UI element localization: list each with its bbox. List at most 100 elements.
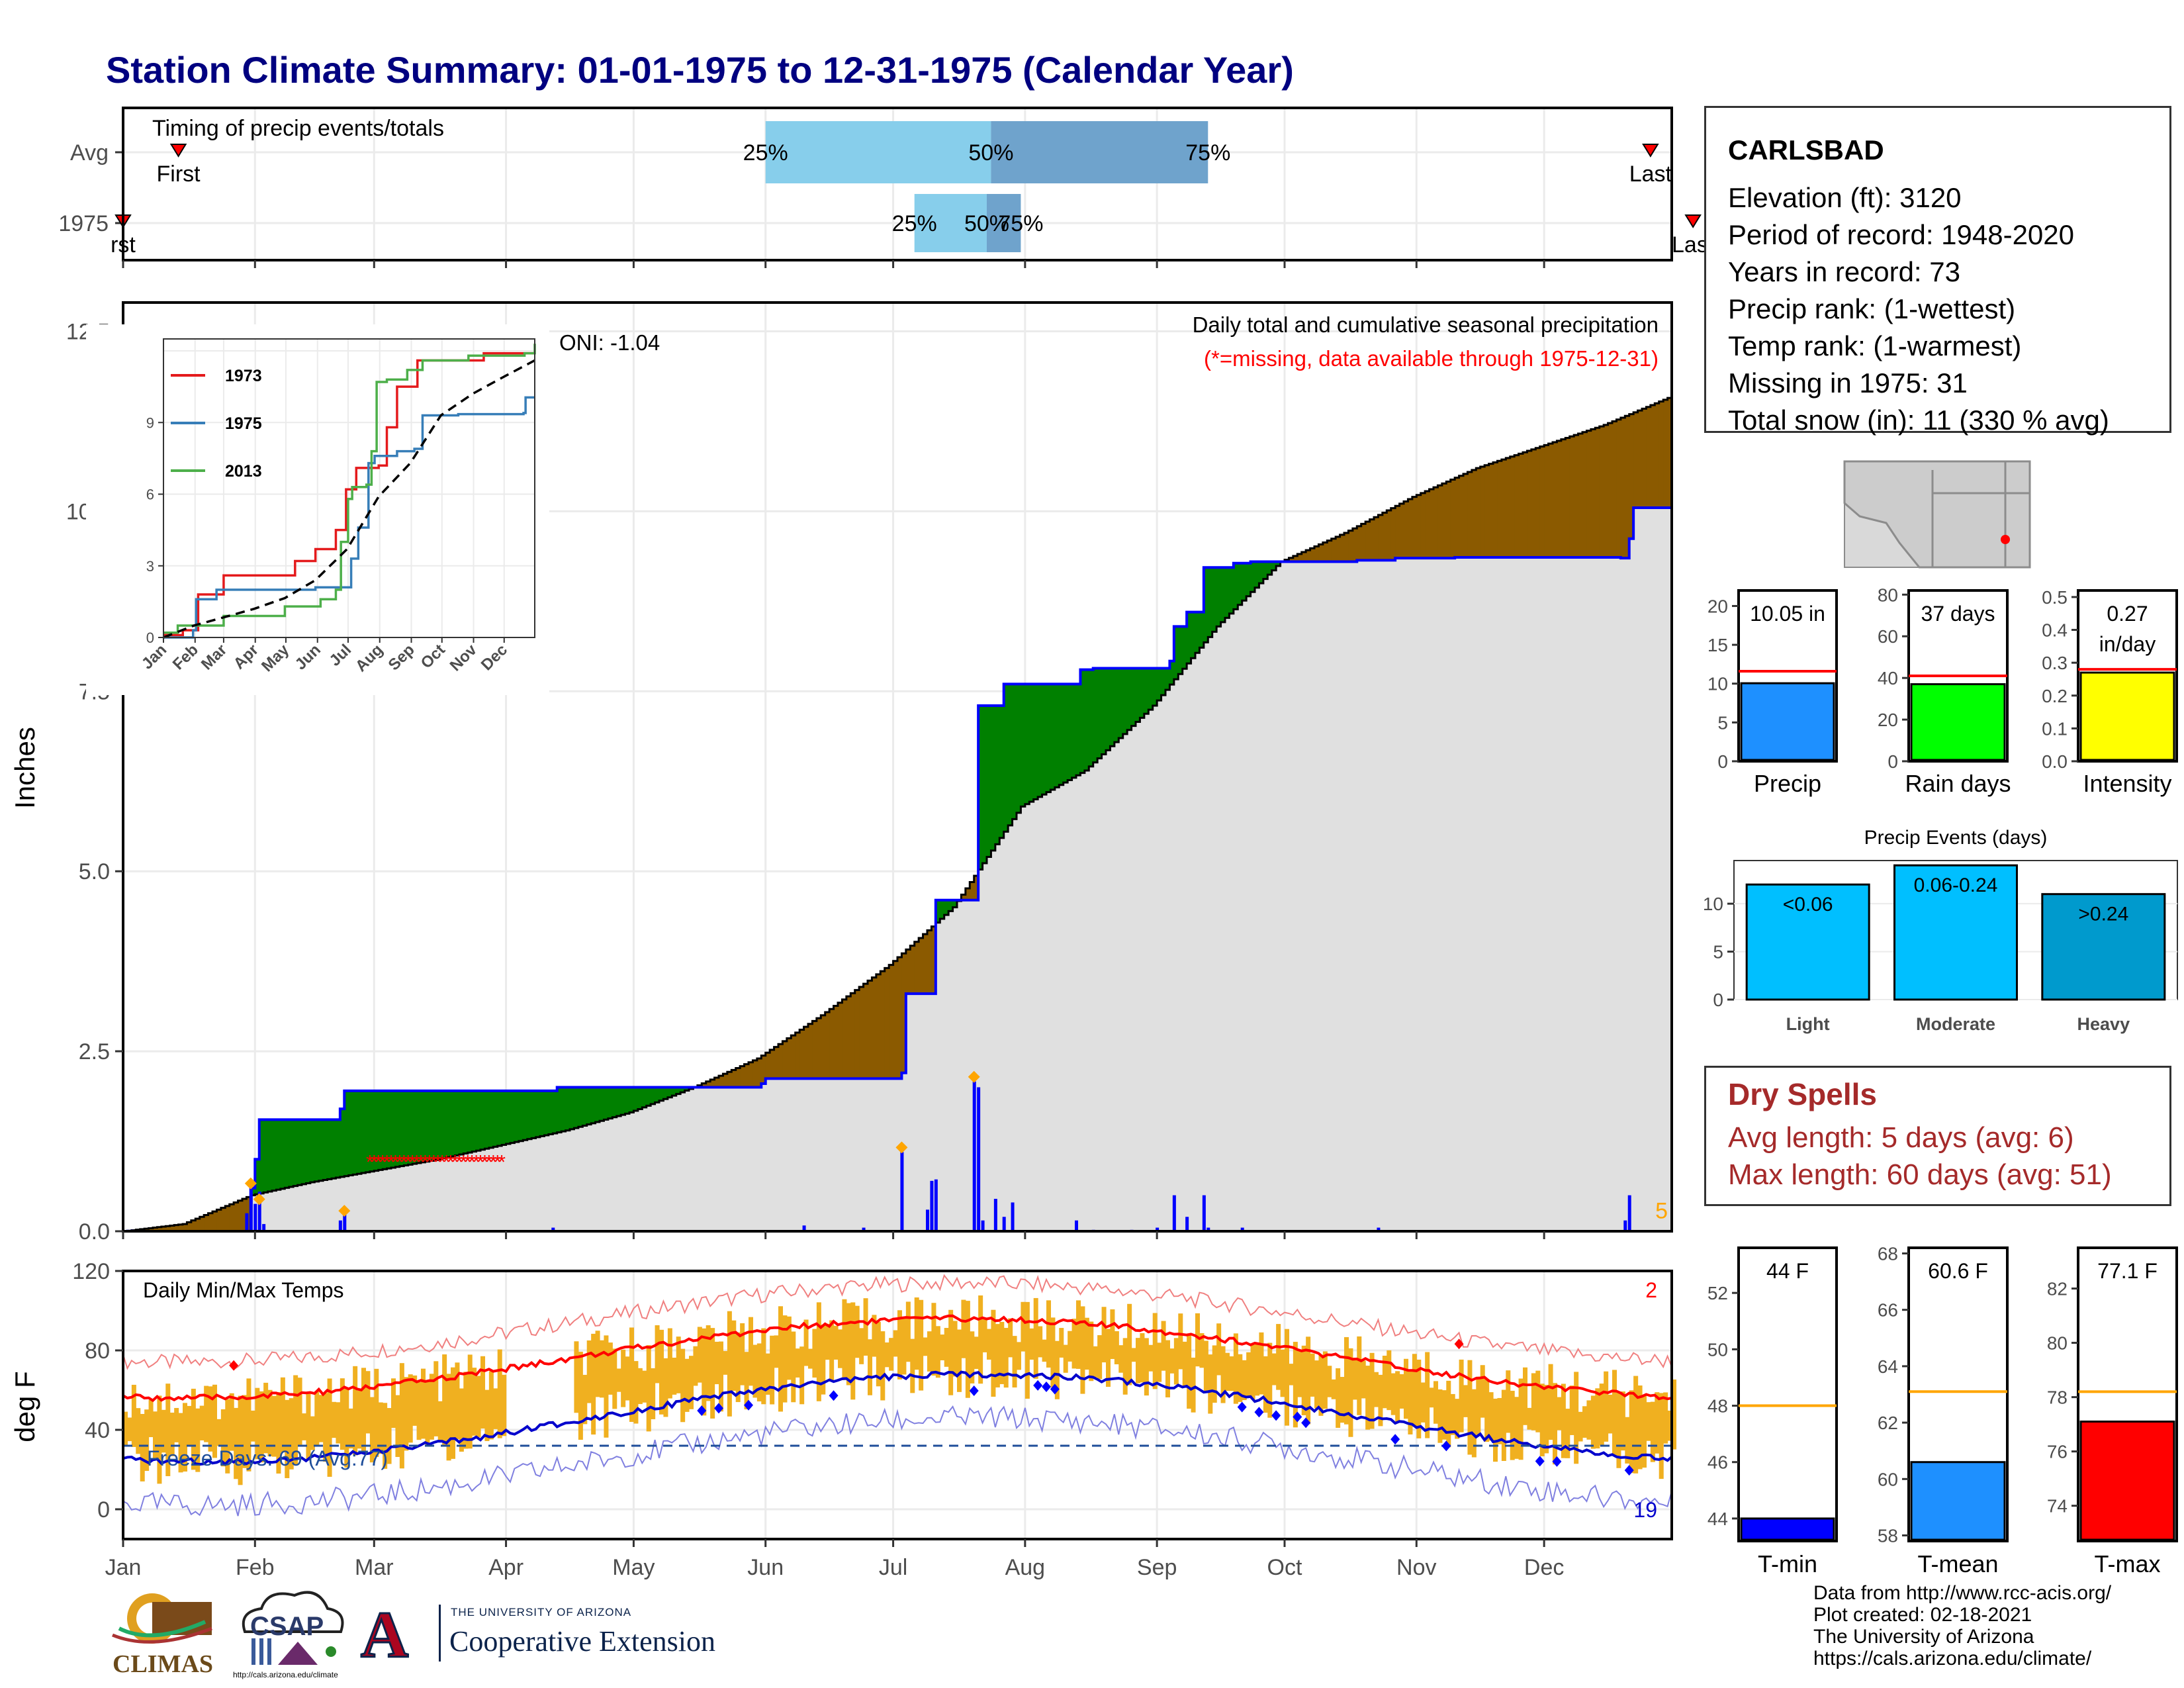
precip-events-bar bbox=[1893, 864, 2018, 1001]
precip-surplus-slice bbox=[621, 1087, 626, 1115]
precip-missing-marker: * bbox=[459, 1151, 467, 1173]
precip-surplus-slice bbox=[600, 1087, 605, 1121]
daily-temp-bar bbox=[829, 1320, 835, 1381]
daily-temp-bar bbox=[651, 1368, 656, 1419]
precip-deficit-slice bbox=[974, 875, 979, 900]
daily-temp-bar bbox=[1084, 1317, 1089, 1370]
precip-events-category: Light bbox=[1786, 1014, 1830, 1034]
precip-daily-marker bbox=[968, 1070, 980, 1083]
precip-deficit-slice bbox=[1471, 470, 1477, 558]
t-max-panel: 74 76 78 80 82 77.1 F T-max bbox=[2047, 1246, 2178, 1577]
daily-temp-bar bbox=[1416, 1359, 1422, 1438]
record-low-marker bbox=[1050, 1383, 1060, 1395]
precip-missing-marker: * bbox=[438, 1151, 446, 1173]
precip-surplus-slice bbox=[1216, 567, 1222, 627]
precip-surplus-slice bbox=[472, 1090, 477, 1152]
timing-last-marker bbox=[1684, 214, 1702, 228]
daily-temp-bar bbox=[1220, 1346, 1226, 1403]
daily-temp-bar bbox=[774, 1335, 779, 1368]
daily-temp-bar bbox=[1059, 1328, 1064, 1358]
precip-1975-cumulative-line bbox=[123, 506, 1672, 1233]
precip-deficit-slice bbox=[1493, 462, 1498, 558]
precip-surplus-slice bbox=[1093, 668, 1098, 763]
precip-surplus-slice bbox=[280, 1119, 286, 1189]
precip-deficit-slice bbox=[1441, 483, 1447, 559]
precip-missing-marker: * bbox=[422, 1151, 430, 1173]
daily-temp-bar bbox=[255, 1387, 260, 1460]
daily-temp-bar bbox=[191, 1388, 196, 1470]
daily-temp-bar bbox=[259, 1391, 264, 1463]
rain-days-value-label: 37 days bbox=[1921, 602, 1995, 626]
daily-temp-bar bbox=[1404, 1358, 1409, 1419]
record-max-line bbox=[122, 1274, 1672, 1371]
daily-temp-bar bbox=[1195, 1313, 1201, 1367]
record-high-marker bbox=[229, 1360, 239, 1371]
timing-p75-label: 75% bbox=[1185, 140, 1230, 165]
precip-deficit-slice bbox=[242, 1199, 248, 1231]
daily-temp-bar bbox=[744, 1352, 749, 1410]
precip-surplus-slice bbox=[1187, 612, 1192, 664]
precip-y-axis-label: Inches bbox=[9, 727, 40, 809]
precip-deficit-slice bbox=[854, 990, 860, 1079]
precip-surplus-slice bbox=[1046, 684, 1052, 792]
daily-temp-bar bbox=[816, 1302, 821, 1401]
daily-temp-bar bbox=[276, 1392, 281, 1474]
timing-p50-label: 50% bbox=[968, 140, 1013, 165]
rain-days-y-tick-label: 80 bbox=[1878, 585, 1898, 605]
precip-surplus-slice bbox=[1267, 561, 1273, 575]
daily-temp-bar bbox=[480, 1356, 486, 1429]
record-low-marker bbox=[1042, 1381, 1051, 1392]
daily-temp-bar bbox=[808, 1348, 813, 1369]
precip-deficit-slice bbox=[872, 977, 877, 1079]
daily-temp-bar bbox=[680, 1348, 686, 1423]
daily-temp-bar bbox=[637, 1368, 643, 1405]
precip-deficit-slice bbox=[931, 926, 936, 994]
daily-temp-bar bbox=[391, 1378, 396, 1429]
daily-temp-bar bbox=[220, 1409, 226, 1467]
precip-surplus-slice bbox=[399, 1090, 405, 1166]
precip-deficit-slice bbox=[1395, 506, 1400, 559]
precip-deficit-slice bbox=[795, 1032, 800, 1079]
daily-temp-bar bbox=[1118, 1345, 1124, 1373]
daily-temp-bar bbox=[1514, 1397, 1520, 1459]
precip-missing-marker: * bbox=[387, 1151, 395, 1173]
daily-temp-bar bbox=[1590, 1395, 1596, 1449]
daily-temp-bar bbox=[340, 1378, 345, 1450]
timing-p75-label: 75% bbox=[998, 211, 1043, 236]
precip-surplus-slice bbox=[1017, 684, 1022, 813]
daily-temp-bar bbox=[872, 1315, 877, 1357]
precip-surplus-slice bbox=[616, 1087, 621, 1116]
precip-missing-marker: * bbox=[430, 1151, 437, 1173]
record-low-marker bbox=[1390, 1434, 1400, 1445]
precip-missing-marker: * bbox=[383, 1151, 391, 1173]
daily-temp-bar bbox=[208, 1386, 213, 1452]
precip-deficit-slice bbox=[1331, 538, 1336, 562]
daily-temp-bar bbox=[497, 1349, 502, 1438]
precip-surplus-slice bbox=[1042, 684, 1047, 795]
precip-deficit-slice bbox=[1327, 540, 1332, 562]
precip-deficit-slice bbox=[1365, 522, 1371, 561]
precip-deficit-slice bbox=[1663, 399, 1668, 508]
precip-deficit-slice bbox=[1497, 461, 1502, 558]
daily-temp-bar bbox=[961, 1299, 966, 1358]
t-max-y-tick-label: 80 bbox=[2047, 1333, 2068, 1354]
daily-temp-bar bbox=[1569, 1385, 1574, 1435]
daily-temp-bar bbox=[1387, 1350, 1392, 1411]
precip-missing-marker: * bbox=[370, 1151, 378, 1173]
precip-surplus-slice bbox=[944, 900, 949, 915]
precip-surplus-slice bbox=[1242, 563, 1247, 601]
precip-deficit-slice bbox=[1646, 406, 1651, 508]
rain-days-y-tick-label: 40 bbox=[1878, 668, 1898, 688]
precip-daily-bar bbox=[1011, 1202, 1015, 1231]
precip-deficit-slice bbox=[1314, 546, 1320, 562]
daily-temp-bar bbox=[1080, 1306, 1085, 1394]
precip-total-y-tick-label: 0 bbox=[1717, 751, 1728, 772]
precip-surplus-slice bbox=[1178, 626, 1183, 675]
daily-temp-bar bbox=[1089, 1321, 1094, 1382]
t-min-panel: 44 46 48 50 52 44 F T-min bbox=[1707, 1246, 1838, 1577]
daily-temp-bar bbox=[1144, 1338, 1149, 1396]
daily-temp-bar bbox=[1369, 1352, 1375, 1429]
daily-temp-bar bbox=[970, 1331, 975, 1383]
daily-temp-bar bbox=[344, 1387, 349, 1468]
daily-temp-bar bbox=[1612, 1370, 1617, 1456]
